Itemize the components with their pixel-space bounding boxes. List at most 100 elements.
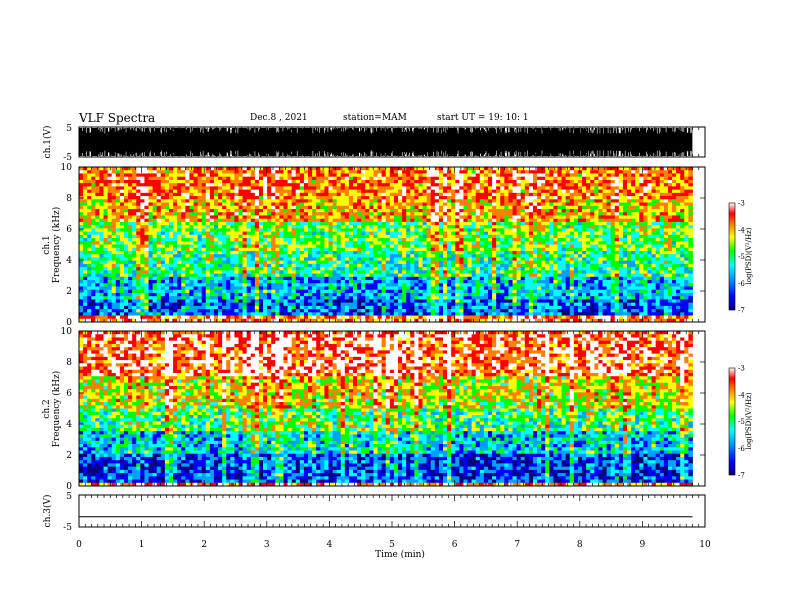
spectrogram-cell (242, 212, 248, 216)
spectrogram-cell (91, 260, 96, 265)
spectrogram-cell (316, 215, 321, 220)
spectrogram-cell (254, 244, 260, 249)
spectrogram-cell (148, 192, 154, 197)
spectrogram-cell (156, 192, 162, 197)
spectrogram-cell (258, 305, 264, 310)
spectrogram-cell (275, 299, 280, 304)
spectrogram-cell (144, 167, 149, 171)
spectrogram-cell (438, 318, 444, 323)
spectrogram-cell (246, 247, 252, 252)
spectrogram-cell (348, 312, 354, 316)
spectrogram-cell (283, 280, 288, 284)
spectrogram-cell (279, 196, 284, 200)
spectrogram-cell (209, 241, 215, 245)
spectrogram-cell (443, 196, 448, 200)
spectrogram-cell (291, 283, 297, 287)
spectrogram-cell (324, 238, 329, 242)
spectrogram-cell (111, 276, 117, 281)
spectrogram-cell (340, 241, 346, 245)
spectrogram-cell (103, 270, 109, 274)
spectrogram-cell (156, 238, 162, 242)
spectrogram-cell (230, 267, 235, 271)
spectrogram-cell (377, 234, 383, 239)
spectrogram-cell (418, 257, 423, 262)
spectrogram-cell (140, 199, 145, 203)
spectrogram-cell (471, 173, 477, 178)
spectrogram-cell (295, 221, 301, 226)
spectrogram-cell (193, 199, 199, 203)
spectrogram-cell (344, 315, 350, 320)
spectrogram-cell (467, 247, 473, 252)
spectrogram-cell (316, 286, 321, 291)
spectrogram-cell (422, 170, 428, 174)
spectrogram-cell (189, 228, 194, 232)
spectrogram-cell (91, 192, 96, 197)
spectrogram-cell (422, 289, 428, 294)
spectrogram-cell (279, 186, 284, 191)
spectrogram-cell (164, 305, 170, 310)
spectrogram-cell (144, 289, 149, 294)
spectrogram-cell (173, 186, 178, 191)
spectrogram-cell (426, 309, 432, 313)
spectrogram-cell (87, 254, 92, 258)
spectrogram-cell (263, 228, 268, 232)
spectrogram-cell (430, 283, 436, 287)
spectrogram-cell (168, 176, 174, 181)
spectrogram-cell (471, 212, 477, 216)
spectrogram-cell (353, 318, 358, 323)
spectrogram-cell (324, 212, 329, 216)
spectrogram-cell (483, 176, 489, 181)
spectrogram-cell (91, 276, 96, 281)
spectrogram-cell (181, 231, 186, 236)
spectrogram-cell (99, 179, 104, 184)
spectrogram-cell (263, 247, 268, 252)
spectrogram-cell (148, 250, 154, 255)
spectrogram-cell (402, 189, 407, 194)
spectrogram-cell (185, 205, 190, 210)
spectrogram-cell (144, 189, 149, 194)
spectrogram-cell (332, 234, 338, 239)
spectrogram-cell (119, 176, 125, 181)
spectrogram-cell (132, 212, 137, 216)
spectrogram-cell (291, 170, 297, 174)
spectrogram-cell (140, 270, 145, 274)
spectrogram-cell (136, 202, 141, 207)
spectrogram-cell (316, 205, 321, 210)
spectrogram-cell (213, 270, 219, 274)
spectrogram-cell (426, 270, 432, 274)
spectrogram-cell (344, 186, 350, 191)
spectrogram-cell (275, 247, 280, 252)
spectrogram-cell (91, 231, 96, 236)
spectrogram-cell (463, 234, 468, 239)
spectrogram-cell (205, 176, 211, 181)
spectrogram-cell (398, 312, 403, 316)
spectrogram-cell (332, 292, 338, 297)
spectrogram-cell (381, 270, 387, 274)
spectrogram-cell (148, 289, 154, 294)
spectrogram-cell (258, 186, 264, 191)
spectrogram-cell (111, 254, 117, 258)
spectrogram-cell (160, 179, 166, 184)
spectrogram-cell (148, 179, 154, 184)
spectrogram-cell (87, 218, 92, 223)
spectrogram-cell (402, 238, 407, 242)
spectrogram-cell (173, 179, 178, 184)
spectrogram-cell (430, 173, 436, 178)
spectrogram-cell (357, 296, 362, 300)
spectrogram-cell (459, 221, 464, 226)
spectrogram-cell (87, 196, 92, 200)
spectrogram-cell (152, 170, 158, 174)
spectrogram-cell (181, 250, 186, 255)
spectrogram-cell (115, 202, 121, 207)
spectrogram-cell (398, 196, 403, 200)
spectrogram-cell (181, 238, 186, 242)
spectrogram-cell (263, 170, 268, 174)
spectrogram-cell (287, 257, 293, 262)
spectrogram-cell (99, 267, 104, 271)
spectrogram-cell (201, 244, 207, 249)
spectrogram-cell (414, 225, 419, 229)
spectrogram-cell (389, 218, 395, 223)
spectrogram-cell (467, 205, 473, 210)
spectrogram-cell (467, 215, 473, 220)
spectrogram-cell (475, 221, 481, 226)
